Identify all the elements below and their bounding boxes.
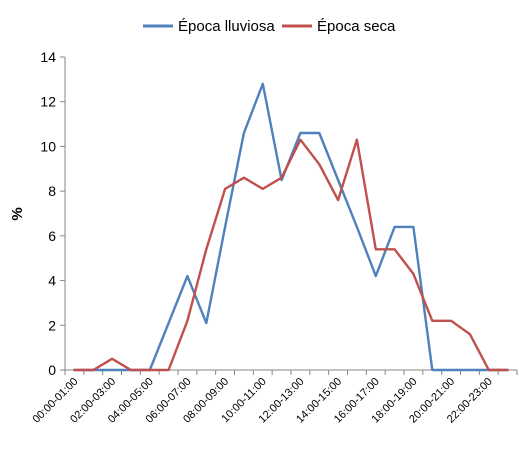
series-line-1 bbox=[73, 82, 509, 372]
axes bbox=[60, 56, 518, 375]
x-tick-labels: 00:00-01:0002:00-03:0004:00-05:0006:00-0… bbox=[31, 376, 495, 426]
y-tick-label: 12 bbox=[40, 94, 56, 110]
series-line-2 bbox=[73, 138, 509, 372]
y-tick-label: 14 bbox=[40, 49, 56, 65]
y-tick-labels: 0 2 4 6 8 10 12 14 bbox=[40, 49, 56, 378]
series-lines bbox=[73, 82, 509, 372]
y-tick-label: 10 bbox=[40, 138, 56, 154]
y-tick-label: 2 bbox=[48, 317, 56, 333]
legend: Época lluviosa Época seca bbox=[143, 18, 396, 35]
legend-label: Época seca bbox=[317, 18, 396, 35]
y-tick-label: 0 bbox=[48, 362, 56, 378]
y-tick-label: 6 bbox=[48, 228, 56, 244]
y-tick-label: 8 bbox=[48, 183, 56, 199]
legend-label: Época lluviosa bbox=[178, 18, 275, 35]
y-tick-label: 4 bbox=[48, 273, 56, 289]
y-axis-label: % bbox=[9, 207, 26, 220]
